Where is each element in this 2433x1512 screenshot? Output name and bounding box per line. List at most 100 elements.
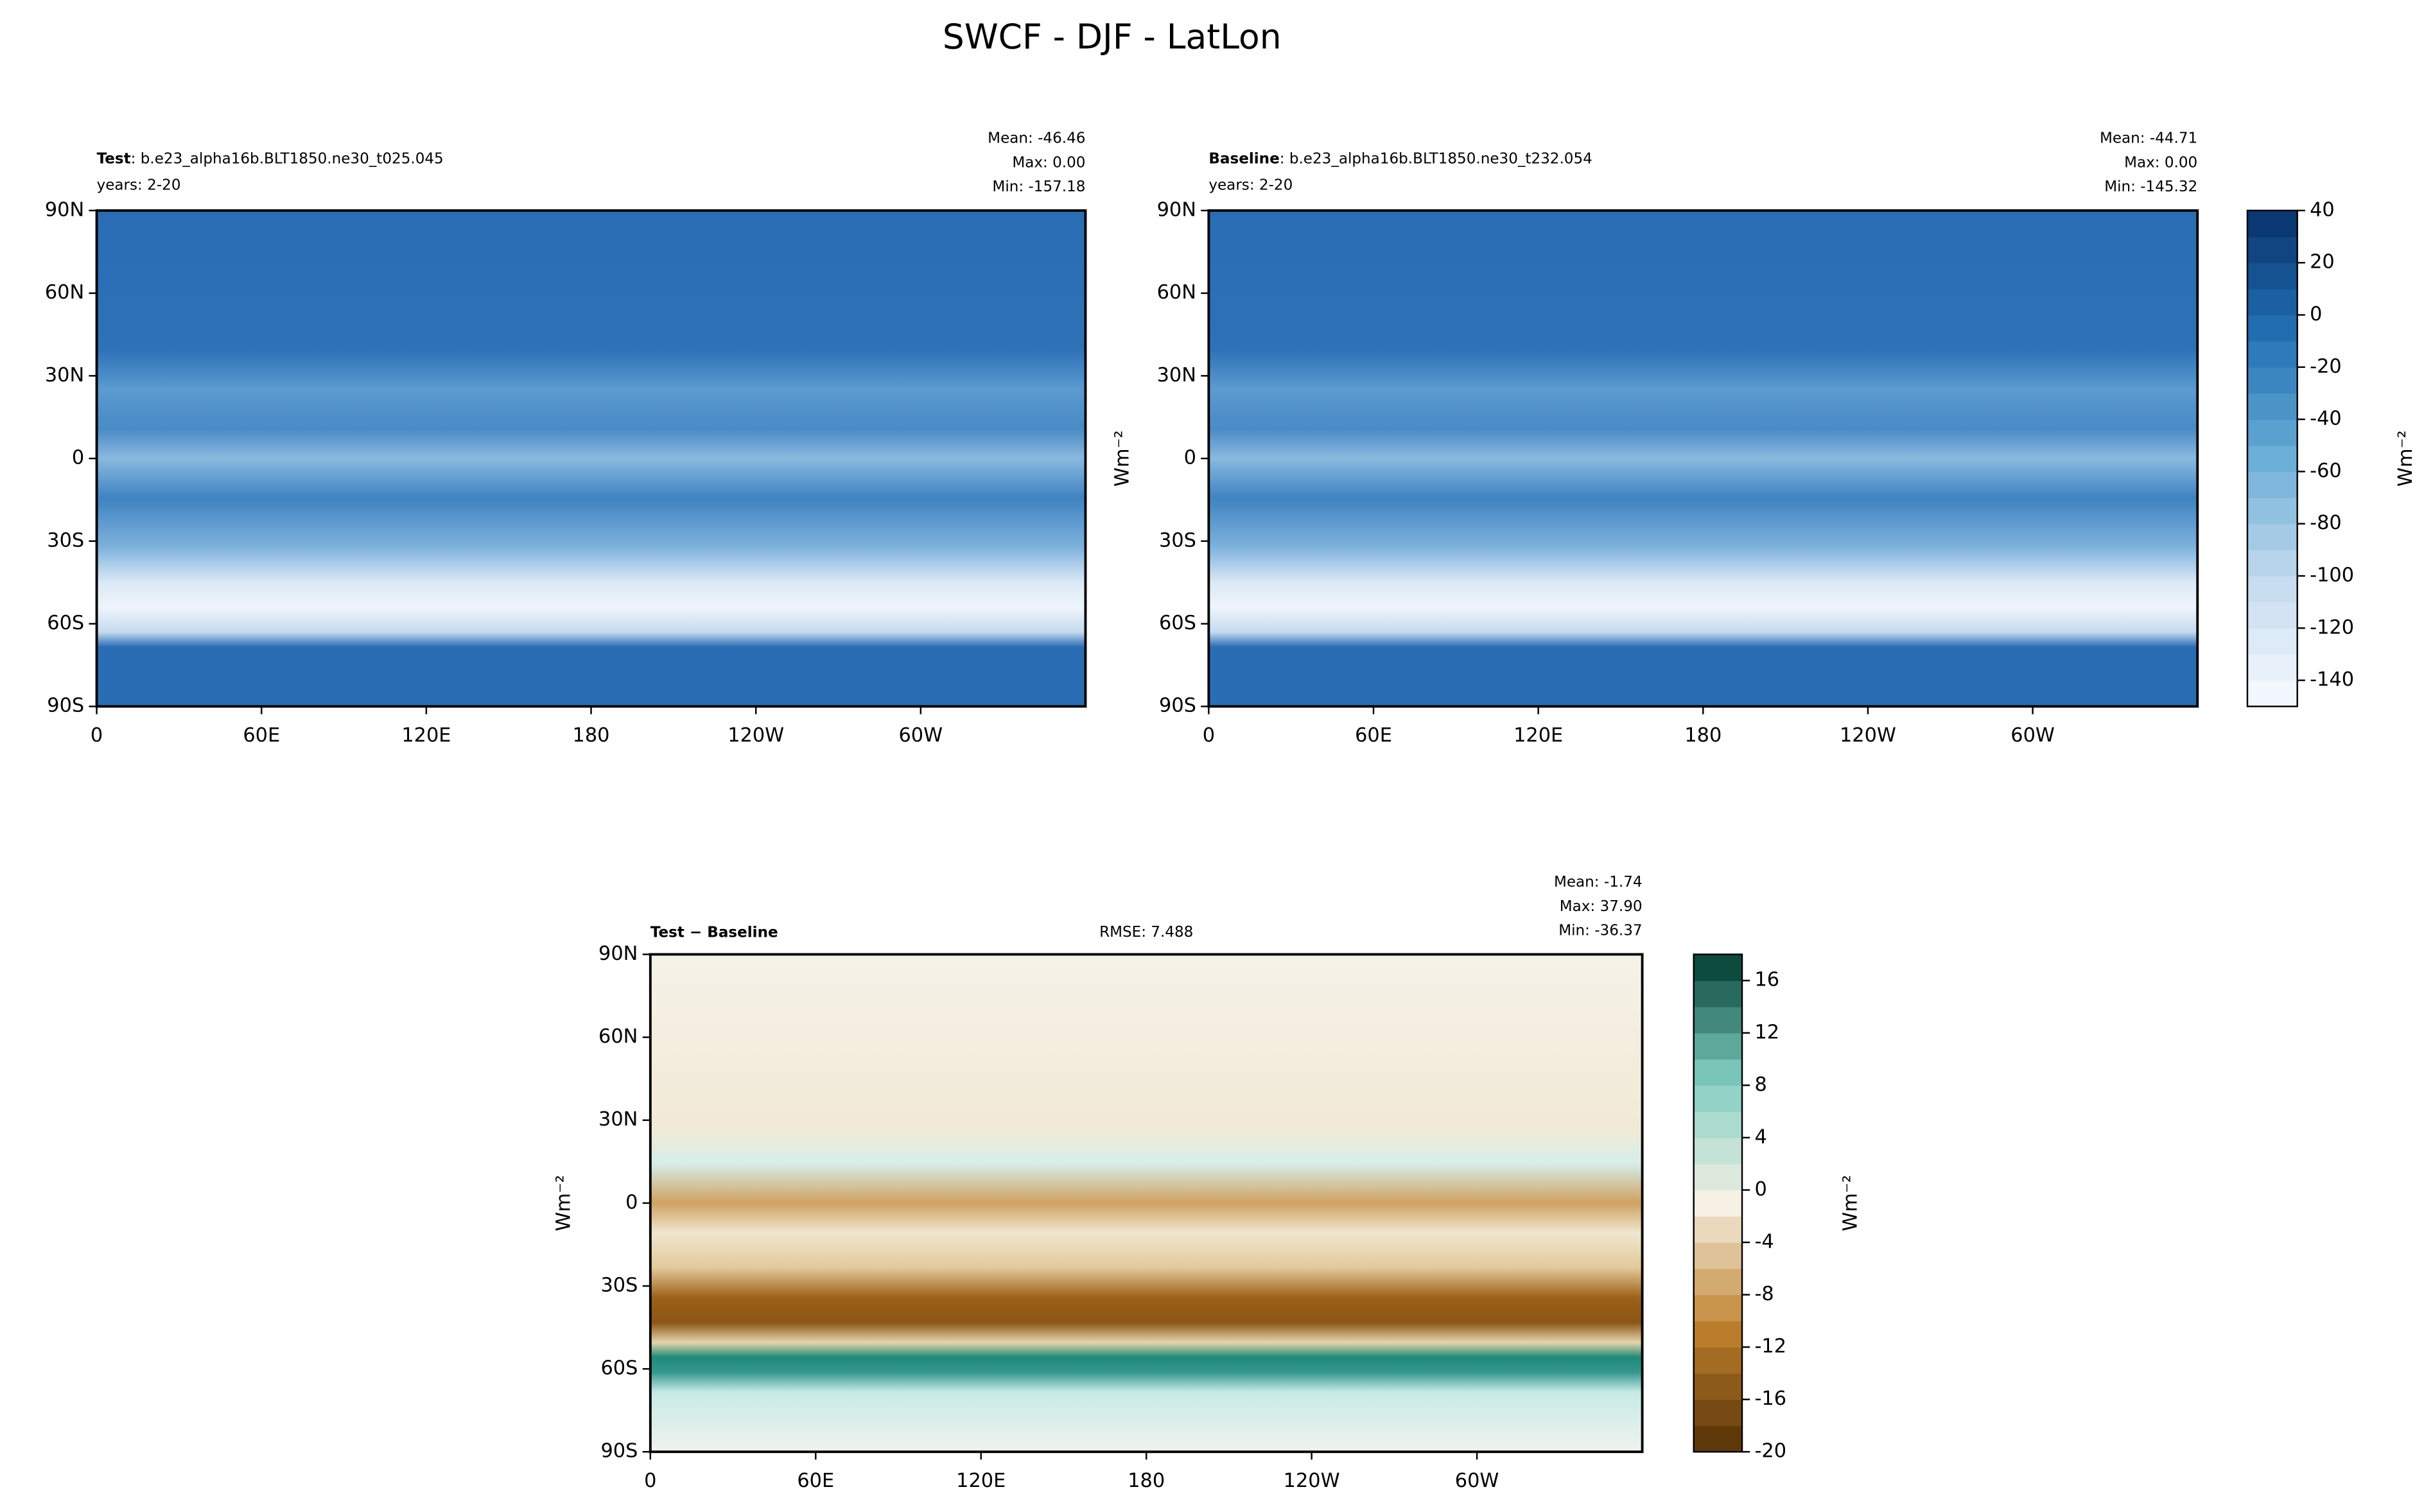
- colorbar-segment: [2247, 471, 2298, 498]
- map-field: [1208, 210, 2198, 707]
- colorbar-segment: [1693, 1294, 1743, 1322]
- colorbar-segment: [1693, 1373, 1743, 1400]
- colorbar-segment: [1693, 1163, 1743, 1191]
- stat: Max: 0.00: [1012, 154, 1085, 171]
- y-tick-label: 30N: [598, 1108, 638, 1131]
- colorbar-tick-label: 0: [1754, 1178, 1766, 1201]
- colorbar-label: Wm⁻²: [2394, 430, 2417, 487]
- colorbar-segment: [2247, 341, 2298, 368]
- colorbar-segment: [2247, 576, 2298, 603]
- colorbar-segment: [2247, 210, 2298, 238]
- colorbar-segment: [1693, 1268, 1743, 1296]
- stat: Max: 37.90: [1560, 898, 1643, 915]
- colorbar-tick-label: 12: [1754, 1021, 1779, 1043]
- colorbar-tick-label: -100: [2310, 564, 2354, 587]
- colorbar-segment: [2247, 315, 2298, 342]
- x-tick-label: 120E: [956, 1470, 1006, 1492]
- panel-title: Test: b.e23_alpha16b.BLT1850.ne30_t025.0…: [97, 150, 444, 167]
- y-tick-label: 60S: [1159, 612, 1196, 634]
- x-tick-label: 0: [644, 1470, 656, 1492]
- colorbar-tick-label: 20: [2310, 251, 2335, 274]
- colorbar-segment: [1693, 980, 1743, 1007]
- colorbar-segment: [2247, 419, 2298, 446]
- colorbar-segment: [1693, 1321, 1743, 1348]
- colorbar-tick-label: 4: [1754, 1125, 1766, 1148]
- colorbar-segment: [1693, 954, 1743, 981]
- panel-label: Test − Baseline: [650, 924, 778, 941]
- colorbar-tick-label: -4: [1754, 1231, 1774, 1253]
- colorbar-segment: [2247, 367, 2298, 394]
- y-tick-label: 90S: [1159, 695, 1196, 717]
- stat: Max: 0.00: [2124, 154, 2197, 171]
- y-tick-label: 90N: [598, 943, 638, 965]
- y-tick-label: 60N: [1157, 281, 1196, 304]
- colorbar-segment: [2247, 288, 2298, 316]
- colorbar-tick-label: -140: [2310, 668, 2354, 691]
- colorbar-segment: [1693, 1190, 1743, 1217]
- colorbar-frame: [2246, 209, 2298, 708]
- x-tick-label: 120E: [1513, 724, 1563, 747]
- y-tick-label: 90N: [1157, 198, 1196, 221]
- y-axis-label: Wm⁻²: [553, 1175, 575, 1231]
- x-tick-label: 60E: [797, 1470, 834, 1492]
- colorbar-tick-label: 8: [1754, 1073, 1766, 1096]
- colorbar-tick-label: 0: [2310, 303, 2322, 326]
- colorbar-tick-label: -20: [2310, 355, 2342, 378]
- x-tick-label: 60W: [899, 724, 943, 747]
- colorbar-tick-label: -40: [2310, 408, 2342, 430]
- map-field: [650, 954, 1643, 1452]
- stat: Mean: -1.74: [1554, 874, 1643, 891]
- rmse: RMSE: 7.488: [1099, 924, 1193, 941]
- colorbar-segment: [1693, 1425, 1743, 1452]
- map-field: [96, 210, 1086, 707]
- y-tick-label: 30S: [47, 529, 84, 552]
- x-tick-label: 120W: [728, 724, 784, 747]
- x-tick-label: 120E: [401, 724, 451, 747]
- colorbar-segment: [2247, 445, 2298, 473]
- y-tick-label: 0: [625, 1191, 638, 1213]
- colorbar-tick-label: -60: [2310, 460, 2342, 482]
- stat: Mean: -46.46: [988, 130, 1085, 147]
- stat: Min: -145.32: [2104, 178, 2197, 195]
- y-tick-label: 30N: [1157, 364, 1196, 387]
- colorbar-tick-label: 16: [1754, 969, 1779, 991]
- colorbar-segment: [1693, 1137, 1743, 1165]
- y-tick-label: 60N: [45, 281, 84, 304]
- y-tick-label: 30S: [1159, 529, 1196, 552]
- colorbar-segment: [2247, 550, 2298, 577]
- x-tick-label: 60E: [1355, 724, 1392, 747]
- x-tick-label: 60E: [243, 724, 280, 747]
- colorbar-segment: [1693, 1007, 1743, 1034]
- panel-label: Baseline: [1208, 150, 1279, 167]
- stat: Min: -36.37: [1558, 923, 1642, 939]
- colorbar-tick-label: -16: [1754, 1387, 1786, 1410]
- x-tick-label: 0: [91, 724, 103, 747]
- colorbar-segment: [1693, 1242, 1743, 1269]
- years: years: 2-20: [97, 177, 181, 194]
- y-tick-label: 60N: [598, 1025, 638, 1048]
- y-tick-label: 60S: [600, 1357, 638, 1380]
- panel-title: Test − Baseline: [650, 924, 778, 941]
- colorbar-segment: [1693, 1216, 1743, 1243]
- y-tick-label: 0: [1184, 447, 1196, 469]
- colorbar-frame: [1693, 953, 1743, 1453]
- stat: Mean: -44.71: [2100, 130, 2197, 147]
- x-tick-label: 120W: [1284, 1470, 1340, 1492]
- y-tick-label: 90S: [600, 1440, 638, 1463]
- x-tick-label: 180: [1684, 724, 1722, 747]
- colorbar-segment: [1693, 1399, 1743, 1427]
- colorbar-segment: [1693, 1059, 1743, 1086]
- colorbar-segment: [2247, 628, 2298, 655]
- panel-label: Test: [97, 150, 131, 167]
- x-tick-label: 0: [1203, 724, 1215, 747]
- colorbar-segment: [1693, 1347, 1743, 1374]
- colorbar-tick-label: -120: [2310, 616, 2354, 639]
- colorbar-segment: [2247, 523, 2298, 551]
- y-axis-label: Wm⁻²: [1111, 430, 1133, 487]
- x-tick-label: 120W: [1840, 724, 1896, 747]
- stat: Min: -157.18: [992, 178, 1085, 195]
- y-tick-label: 60S: [47, 612, 84, 634]
- colorbar-segment: [2247, 654, 2298, 681]
- colorbar-segment: [2247, 498, 2298, 525]
